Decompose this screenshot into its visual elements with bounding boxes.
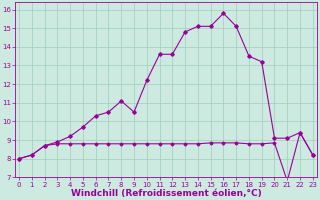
X-axis label: Windchill (Refroidissement éolien,°C): Windchill (Refroidissement éolien,°C) — [71, 189, 261, 198]
